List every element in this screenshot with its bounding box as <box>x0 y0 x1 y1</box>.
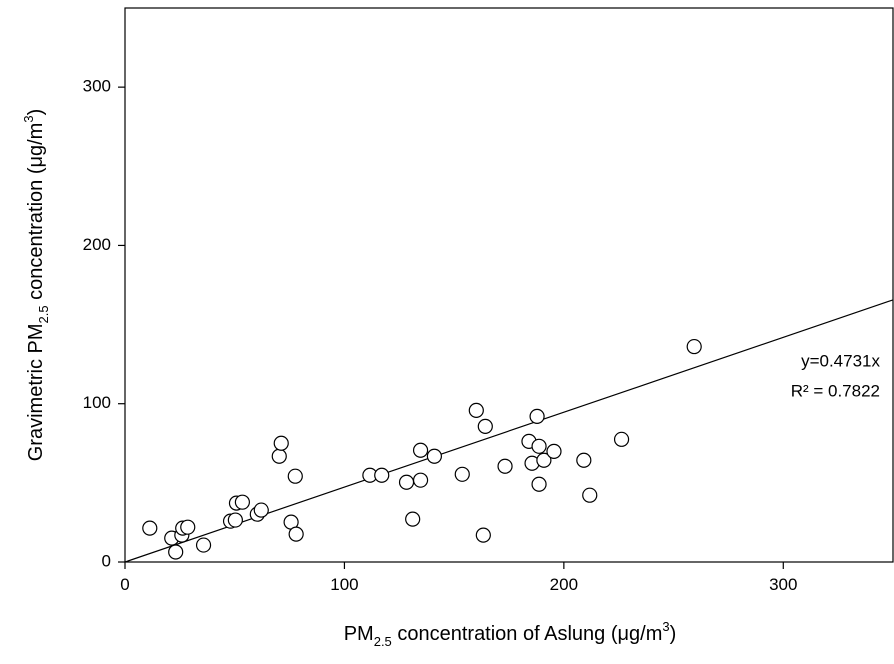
point <box>142 520 158 536</box>
point <box>576 452 592 468</box>
point <box>398 474 415 490</box>
y-tick-label: 0 <box>102 551 111 570</box>
point <box>468 402 484 418</box>
point <box>288 526 304 542</box>
point <box>227 512 243 528</box>
point <box>180 519 196 535</box>
x-tick-label: 100 <box>330 575 358 594</box>
x-axis-title-sub: 2.5 <box>374 634 392 649</box>
point <box>426 448 442 464</box>
x-tick-label: 300 <box>769 575 797 594</box>
point <box>195 537 212 553</box>
y-axis-title: Gravimetric PM2.5 concentration (μg/m3) <box>21 109 51 462</box>
y-tick-label: 100 <box>83 393 111 412</box>
point <box>531 476 547 492</box>
point <box>613 431 630 447</box>
point <box>477 418 493 434</box>
trendline-r2: R² = 0.7822 <box>791 381 880 400</box>
point <box>412 442 429 458</box>
point <box>273 435 289 451</box>
x-tick-label: 200 <box>550 575 578 594</box>
point <box>412 472 429 488</box>
x-axis-title: PM2.5 concentration of Aslung (μg/m3) <box>344 619 677 649</box>
point <box>546 443 562 459</box>
x-tick-label: 0 <box>120 575 129 594</box>
point <box>271 448 287 464</box>
point <box>529 408 545 424</box>
point <box>454 466 470 482</box>
point <box>686 338 702 355</box>
point <box>287 468 303 484</box>
y-axis-title-part: ) <box>25 109 47 116</box>
x-axis-title-part: PM <box>344 623 374 645</box>
y-tick-label: 300 <box>83 77 111 96</box>
y-axis-title-part: Gravimetric PM <box>25 323 47 461</box>
point <box>374 467 390 483</box>
point <box>497 458 513 474</box>
point <box>253 502 269 518</box>
point <box>475 527 491 543</box>
x-axis-title-part: ) <box>670 623 677 645</box>
point <box>531 438 547 454</box>
point <box>582 487 598 503</box>
x-axis-title-sup: 3 <box>662 619 669 634</box>
y-tick-label: 200 <box>83 235 111 254</box>
y-axis-title-part: concentration (μg/m <box>25 123 47 306</box>
x-axis-title-part: concentration of Aslung (μg/m <box>392 623 663 645</box>
point <box>405 511 421 527</box>
y-axis-title-sub: 2.5 <box>36 305 51 323</box>
trendline-equation: y=0.4731x <box>801 351 880 370</box>
point <box>168 544 184 560</box>
point <box>234 494 250 510</box>
plot-frame <box>124 7 894 563</box>
y-axis-title-sup: 3 <box>21 115 36 122</box>
point <box>536 452 552 468</box>
